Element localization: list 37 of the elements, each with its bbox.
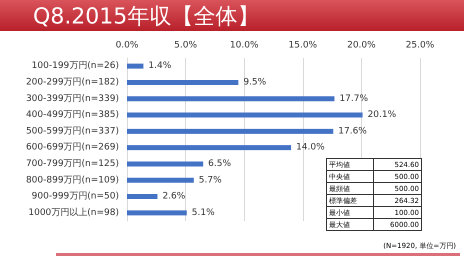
- data-label: 14.0%: [296, 142, 326, 153]
- x-tick-label: 15.0%: [288, 40, 318, 50]
- bar: [127, 194, 158, 200]
- bar: [127, 80, 238, 85]
- data-label: 9.5%: [243, 77, 267, 88]
- chart-title: Q8.2015年収【全体】: [33, 4, 260, 30]
- data-label: 5.7%: [198, 175, 222, 186]
- y-tick-label: 800-899万円(n=109): [26, 175, 119, 186]
- y-tick-label: 900-999万円(n=50): [32, 192, 119, 202]
- x-tick-label: 0.0%: [116, 40, 139, 50]
- bar: [127, 128, 334, 134]
- x-tick-label: 5.0%: [174, 40, 198, 50]
- y-tick-label: 400-499万円(n=385): [26, 110, 119, 120]
- data-label: 17.7%: [339, 94, 368, 104]
- x-tick-label: 25.0%: [406, 40, 435, 50]
- x-tick-label: 10.0%: [230, 40, 259, 50]
- data-label: 20.1%: [368, 110, 397, 120]
- y-tick-label: 200-299万円(n=182): [26, 77, 119, 88]
- data-label: 17.6%: [338, 126, 368, 136]
- data-label: 1.4%: [148, 61, 172, 72]
- data-label: 2.6%: [162, 192, 186, 202]
- y-tick-label: 700-799万円(n=125): [26, 158, 119, 169]
- data-label: 5.1%: [192, 208, 216, 218]
- bar: [127, 112, 363, 118]
- y-tick-label: 300-399万円(n=339): [26, 94, 119, 104]
- x-tick-label: 20.0%: [347, 40, 376, 50]
- y-tick-label: 600-699万円(n=269): [26, 142, 119, 153]
- bar: [127, 145, 292, 150]
- bar: [127, 178, 194, 183]
- bar: [127, 210, 187, 216]
- bar: [127, 64, 144, 69]
- data-label: 6.5%: [208, 158, 232, 169]
- bar: [127, 161, 204, 166]
- y-tick-label: 500-599万円(n=337): [26, 126, 119, 136]
- y-tick-label: 1000万円以上(n=98): [28, 206, 119, 218]
- y-tick-label: 100-199万円(n=26): [32, 61, 119, 72]
- bar: [127, 96, 334, 102]
